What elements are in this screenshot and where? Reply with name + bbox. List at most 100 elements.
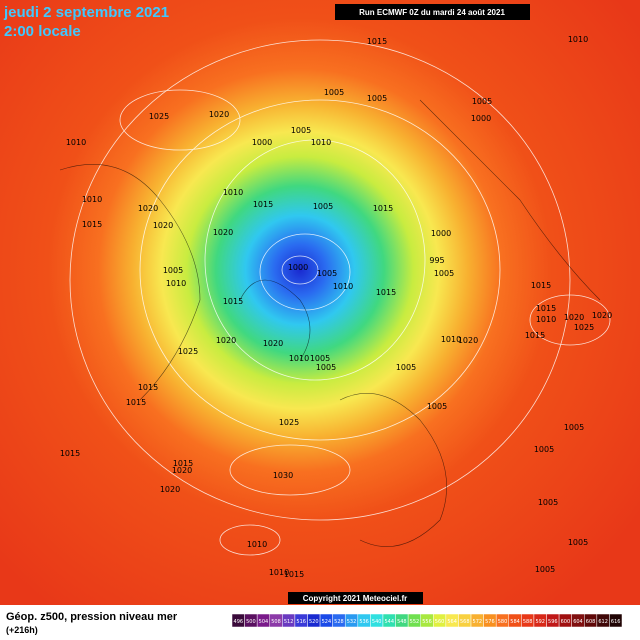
copyright: Copyright 2021 Meteociel.fr (303, 594, 407, 603)
scale-label: 584 (510, 619, 520, 625)
copyright-banner (288, 592, 423, 604)
coastlines (59, 99, 601, 547)
scale-label: 496 (234, 619, 244, 625)
pressure-label: 1005 (310, 354, 330, 363)
pressure-label: 1005 (316, 363, 336, 372)
pressure-label: 1020 (153, 221, 173, 230)
pressure-label: 1005 (472, 97, 492, 106)
scale-label: 528 (334, 619, 344, 625)
pressure-label: 1015 (531, 281, 551, 290)
pressure-label: 1020 (160, 485, 180, 494)
pressure-label: 1000 (252, 138, 272, 147)
pressure-label: 1005 (534, 445, 554, 454)
pressure-label: 1015 (173, 459, 193, 468)
pressure-label: 1005 (538, 498, 558, 507)
scale-label: 576 (485, 619, 495, 625)
pressure-label: 1020 (458, 336, 478, 345)
pressure-label: 1015 (82, 220, 102, 229)
pressure-label: 1005 (313, 202, 333, 211)
pressure-label: 1020 (213, 228, 233, 237)
scale-label: 596 (548, 619, 558, 625)
pressure-label: 1015 (367, 37, 387, 46)
scale-label: 608 (586, 619, 596, 625)
pressure-label: 1005 (317, 269, 337, 278)
pressure-label: 1030 (273, 471, 293, 480)
pressure-label: 1020 (172, 466, 192, 475)
pressure-label: 1010 (568, 35, 588, 44)
pressure-label: 1005 (568, 538, 588, 547)
pressure-label: 1000 (288, 263, 308, 272)
pressure-label: 1005 (434, 269, 454, 278)
forecast-time: 2:00 locale (4, 23, 81, 40)
pressure-label: 1015 (376, 288, 396, 297)
pressure-label: 1000 (471, 114, 491, 123)
pressure-label: 1010 (166, 279, 186, 288)
pressure-label: 1015 (284, 570, 304, 579)
pressure-label: 1010 (82, 195, 102, 204)
forecast-date: jeudi 2 septembre 2021 (3, 4, 169, 21)
pressure-label: 1015 (253, 200, 273, 209)
scale-label: 580 (498, 619, 508, 625)
pressure-label: 1025 (279, 418, 299, 427)
pressure-label: 1000 (431, 229, 451, 238)
scale-label: 540 (372, 619, 382, 625)
scale-label: 544 (384, 619, 394, 625)
pressure-label: 1005 (396, 363, 416, 372)
pressure-label: 1010 (269, 568, 289, 577)
scale-swatch (609, 613, 623, 628)
pressure-label: 1010 (311, 138, 331, 147)
pressure-label: 1005 (427, 402, 447, 411)
pressure-label: 1015 (525, 331, 545, 340)
scale-label: 600 (561, 619, 571, 625)
footer-lead: (+216h) (6, 625, 38, 635)
pressure-label: 1015 (373, 204, 393, 213)
scale-label: 588 (523, 619, 533, 625)
footer-title: Géop. z500, pression niveau mer (6, 611, 178, 623)
pressure-label: 1010 (223, 188, 243, 197)
pressure-label: 1020 (209, 110, 229, 119)
scale-label: 560 (435, 619, 445, 625)
pressure-label: 1005 (291, 126, 311, 135)
scale-label: 500 (246, 619, 256, 625)
pressure-label: 1010 (66, 138, 86, 147)
scale-label: 532 (347, 619, 357, 625)
scale-label: 552 (410, 619, 420, 625)
pressure-label: 1015 (536, 304, 556, 313)
color-scale: 496 500 504 508 512 516 520 524 528 532 536 540 544 5… (231, 613, 623, 628)
scale-label: 604 (573, 619, 583, 625)
pressure-label: 1020 (138, 204, 158, 213)
geopotential-field (0, 0, 640, 605)
pressure-label: 1015 (138, 383, 158, 392)
scale-label: 616 (611, 619, 621, 625)
pressure-label: 1005 (324, 88, 344, 97)
scale-label: 568 (460, 619, 470, 625)
pressure-label: 1010 (333, 282, 353, 291)
pressure-label: 1010 (441, 335, 461, 344)
scale-label: 612 (598, 619, 608, 625)
pressure-label: 1015 (126, 398, 146, 407)
scale-label: 504 (259, 619, 269, 625)
scale-label: 548 (397, 619, 407, 625)
pressure-label: 1020 (263, 339, 283, 348)
scale-label: 508 (271, 619, 281, 625)
scale-label: 524 (322, 619, 332, 625)
pressure-label: 1010 (247, 540, 267, 549)
pressure-label: 1010 (536, 315, 556, 324)
pressure-label: 1015 (60, 449, 80, 458)
scale-label: 520 (309, 619, 319, 625)
scale-label: 592 (535, 619, 545, 625)
pressure-label: 1025 (149, 112, 169, 121)
pressure-label: 1005 (163, 266, 183, 275)
pressure-label: 995 (429, 256, 444, 265)
pressure-label: 1005 (564, 423, 584, 432)
run-info: Run ECMWF 0Z du mardi 24 août 2021 (359, 8, 505, 17)
isobars (69, 39, 611, 556)
pressure-label: 1020 (564, 313, 584, 322)
scale-label: 516 (296, 619, 306, 625)
scale-label: 572 (473, 619, 483, 625)
pressure-label: 1005 (535, 565, 555, 574)
pressure-label: 1025 (574, 323, 594, 332)
